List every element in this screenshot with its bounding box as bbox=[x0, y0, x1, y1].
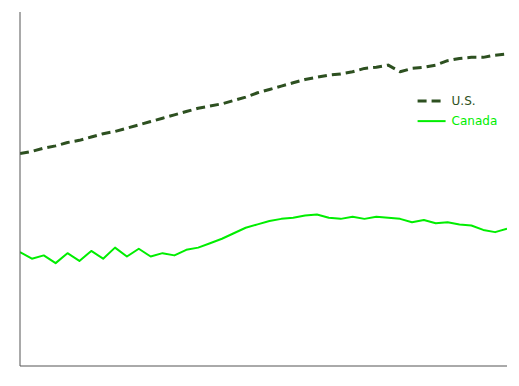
y-axis-line bbox=[20, 12, 21, 366]
legend: U.S. Canada bbox=[418, 94, 498, 128]
legend-label: U.S. bbox=[452, 94, 476, 108]
plot-area bbox=[20, 54, 507, 263]
series-line bbox=[20, 54, 507, 154]
x-axis-line bbox=[20, 366, 507, 367]
legend-label: Canada bbox=[452, 114, 498, 128]
series-line bbox=[20, 214, 507, 263]
legend-swatch bbox=[418, 120, 446, 122]
chart: U.S. Canada bbox=[0, 0, 519, 386]
legend-swatch bbox=[418, 100, 446, 103]
